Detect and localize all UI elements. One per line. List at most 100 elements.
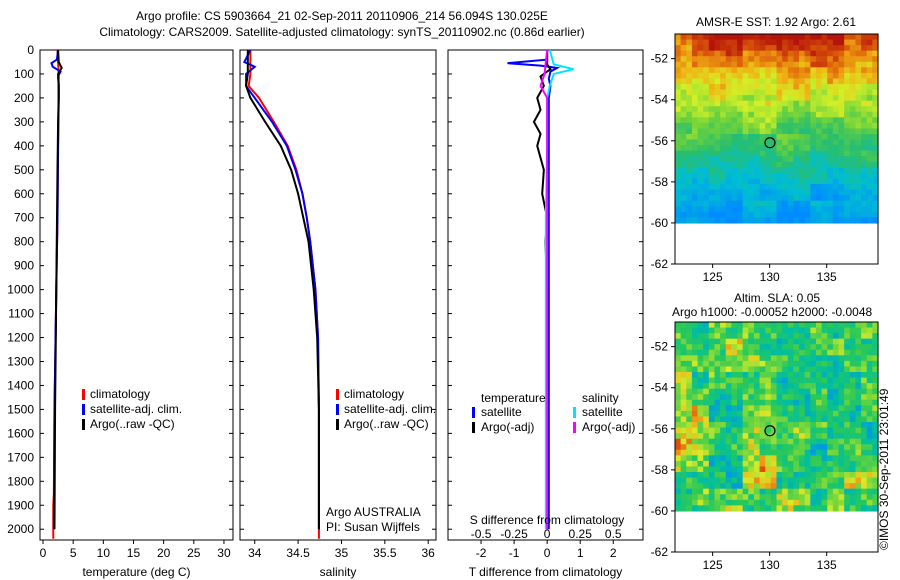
map-cell xyxy=(787,460,795,468)
map-cell xyxy=(697,206,704,213)
map-cell xyxy=(759,172,766,180)
map-cell xyxy=(832,394,840,401)
map-cell xyxy=(697,372,704,379)
map-cell xyxy=(748,117,755,124)
map-cell xyxy=(686,134,693,141)
lon-tick-label: 130 xyxy=(760,558,780,572)
map-cell xyxy=(821,67,828,74)
map-cell xyxy=(697,72,704,80)
map-cell xyxy=(697,327,704,334)
map-cell xyxy=(821,156,828,163)
map-cell xyxy=(691,34,699,41)
map-cell xyxy=(849,217,857,224)
map-cell xyxy=(725,472,732,479)
map-cell xyxy=(787,150,795,157)
map-cell xyxy=(855,333,862,340)
map-cell xyxy=(787,466,795,473)
map-cell xyxy=(720,355,727,362)
map-cell xyxy=(849,122,857,130)
map-cell xyxy=(799,438,806,445)
map-cell xyxy=(861,455,868,462)
map-cell xyxy=(827,344,834,351)
map-cell xyxy=(697,383,704,390)
map-cell xyxy=(753,139,761,146)
map-cell xyxy=(737,455,744,462)
map-cell xyxy=(855,111,862,118)
map-cell xyxy=(844,394,851,401)
map-cell xyxy=(675,433,682,440)
map-cell xyxy=(680,167,687,174)
map-cell xyxy=(708,106,716,113)
map-cell xyxy=(793,50,800,57)
map-cell xyxy=(799,84,806,91)
map-cell xyxy=(720,111,727,118)
map-cell xyxy=(765,444,772,451)
map-cell xyxy=(708,360,716,368)
map-cell xyxy=(782,111,789,118)
map-cell xyxy=(844,449,851,456)
map-cell xyxy=(675,145,682,152)
map-cell xyxy=(832,206,840,213)
map-cell xyxy=(691,56,699,63)
map-cell xyxy=(748,360,755,368)
map-cell xyxy=(827,399,834,406)
map-cell xyxy=(691,405,699,412)
map-cell xyxy=(782,377,789,384)
map-cell xyxy=(720,117,727,124)
map-cell xyxy=(720,344,727,351)
secondary-tick-label: 0.5 xyxy=(605,527,622,541)
map-cell xyxy=(832,167,840,174)
map-cell xyxy=(810,416,817,423)
map-cell xyxy=(866,338,873,345)
map-cell xyxy=(675,39,682,46)
map-cell xyxy=(832,372,840,379)
map-cell xyxy=(703,84,710,91)
map-cell xyxy=(725,455,732,462)
map-cell xyxy=(827,195,834,202)
map-cell xyxy=(849,477,857,484)
map-cell xyxy=(765,488,772,495)
map-cell xyxy=(838,344,845,351)
map-cell xyxy=(675,499,682,506)
map-cell xyxy=(821,139,828,146)
map-cell xyxy=(787,433,795,440)
map-cell xyxy=(832,139,840,146)
map-cell xyxy=(861,172,868,180)
map-cell xyxy=(821,72,828,80)
map-cell xyxy=(725,338,732,345)
map-cell xyxy=(776,394,783,401)
map-cell xyxy=(731,394,738,401)
map-cell xyxy=(804,499,811,506)
map-cell xyxy=(872,383,879,390)
map-cell xyxy=(810,322,817,329)
map-cell xyxy=(703,483,710,490)
map-cell xyxy=(753,89,761,96)
map-cell xyxy=(827,349,834,356)
map-cell xyxy=(714,172,721,180)
map-cell xyxy=(872,139,879,146)
map-cell xyxy=(821,145,828,152)
map-cell xyxy=(697,427,704,434)
map-cell xyxy=(770,67,778,74)
map-cell xyxy=(680,206,687,213)
map-cell xyxy=(821,184,828,191)
map-cell xyxy=(725,128,732,135)
map-cell xyxy=(804,206,811,213)
map-cell xyxy=(703,322,710,329)
lat-tick-label: -52 xyxy=(651,52,669,66)
map-cell xyxy=(844,505,851,512)
y-tick-label: 1700 xyxy=(7,450,34,464)
map-cell xyxy=(725,377,732,384)
plot-frame-difference xyxy=(447,49,644,541)
map-cell xyxy=(849,333,857,340)
map-cell xyxy=(855,444,862,451)
map-cell xyxy=(680,460,687,468)
map-cell xyxy=(770,327,778,334)
map-cell xyxy=(838,355,845,362)
map-cell xyxy=(675,106,682,113)
map-cell xyxy=(725,383,732,390)
map-cell xyxy=(731,39,738,46)
map-cell xyxy=(708,34,716,41)
map-frame-sst_map xyxy=(674,33,879,265)
map-cell xyxy=(691,178,699,185)
